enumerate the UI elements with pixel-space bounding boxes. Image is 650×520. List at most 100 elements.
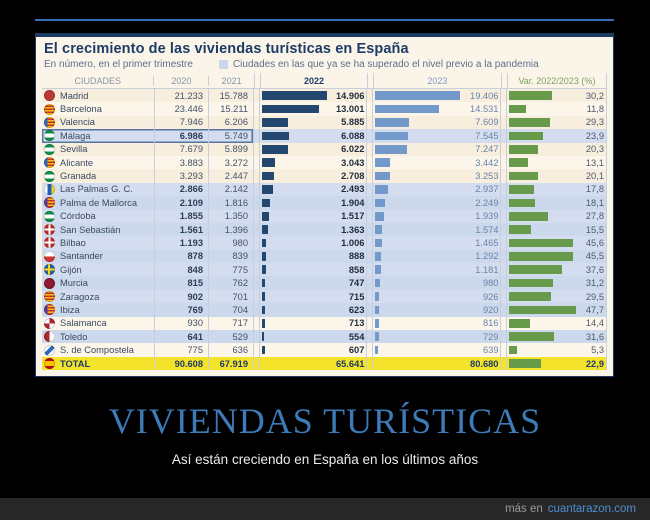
bar-2023 [375, 305, 380, 315]
table-row: Gijón 848 775 858 1.181 37,6 [42, 263, 607, 277]
panel-2022: 3.043 [259, 155, 368, 170]
city-name: Gijón [60, 264, 82, 275]
bar-track-2022 [262, 332, 327, 342]
bar-2022 [262, 185, 273, 194]
watermark-site-link[interactable]: cuantarazon.com [547, 503, 636, 515]
value-2021: 717 [208, 316, 253, 331]
legend-label: Ciudades en las que ya se ha superado el… [232, 59, 539, 70]
panel-2023: 920 [372, 303, 502, 317]
city-name: Alicante [60, 157, 94, 168]
table-row: Granada 3.293 2.447 2.708 3.253 20,1 [42, 169, 607, 183]
panel-2023: 80.680 [372, 356, 502, 371]
bar-2023 [375, 238, 382, 248]
row-left-group: Granada 3.293 2.447 [42, 169, 254, 183]
label-2023: 19.406 [470, 90, 499, 101]
value-2020: 2.109 [154, 196, 208, 210]
label-2023: 7.247 [475, 144, 499, 155]
bar-track-2022 [262, 118, 327, 127]
bar-variation [509, 359, 542, 368]
label-2022: 2.708 [341, 171, 365, 182]
panel-variation: 30,2 [506, 89, 607, 103]
watermark-bar: más en cuantarazon.com [0, 498, 650, 520]
value-2020: 1.561 [154, 222, 208, 237]
bar-variation [509, 265, 562, 275]
bar-2023 [375, 345, 379, 355]
label-2022: 14.906 [335, 90, 365, 101]
bar-2022 [262, 238, 267, 248]
bar-track-2022 [262, 185, 327, 194]
value-2021: 3.272 [208, 155, 253, 170]
panel-variation: 31,2 [506, 276, 607, 290]
table-row: Bilbao 1.193 980 1.006 1.465 45,6 [42, 236, 607, 250]
city-cell: Alicante [42, 156, 154, 169]
bar-track-variation [509, 198, 576, 208]
bar-track-2023 [375, 118, 460, 127]
city-flag-icon [44, 170, 55, 182]
panel-2022: 715 [259, 289, 368, 304]
table-row: Toledo 641 529 554 729 31,6 [42, 330, 607, 344]
bar-2023 [375, 131, 409, 141]
panel-2022: 6.088 [259, 129, 368, 143]
bar-variation [509, 278, 553, 288]
bar-variation [509, 345, 517, 355]
panel-2022: 65.641 [259, 356, 368, 371]
city-name: TOTAL [60, 358, 91, 369]
panel-2023: 3.442 [372, 155, 502, 170]
bar-track-variation [509, 131, 576, 141]
panel-2022: 6.022 [259, 142, 368, 156]
label-2022: 554 [348, 331, 365, 342]
label-2023: 926 [482, 291, 499, 302]
label-2022: 858 [348, 264, 365, 275]
bar-track-2023 [375, 359, 460, 368]
city-cell: Bilbao [42, 236, 154, 249]
panel-2022: 554 [259, 330, 368, 344]
bar-variation [509, 332, 554, 342]
city-flag-icon [44, 197, 55, 209]
bar-2022 [262, 91, 328, 100]
city-name: Sevilla [60, 144, 88, 155]
table-row: Córdoba 1.855 1.350 1.517 1.939 27,8 [42, 209, 607, 223]
label-2022: 888 [348, 251, 365, 262]
label-variation: 15,5 [585, 224, 604, 235]
panel-variation: 45,5 [506, 249, 607, 264]
bar-2023 [375, 292, 380, 301]
value-2020: 3.293 [154, 169, 208, 183]
bar-track-variation [509, 278, 576, 288]
value-2020: 1.855 [154, 209, 208, 223]
city-cell: San Sebastián [42, 223, 154, 236]
city-cell: Santander [42, 250, 154, 263]
label-2022: 6.022 [341, 144, 365, 155]
value-2021: 704 [208, 303, 253, 317]
header-2021: 2021 [208, 75, 254, 86]
panel-2023: 7.545 [372, 129, 502, 143]
panel-variation: 37,6 [506, 263, 607, 277]
bar-variation [509, 158, 528, 167]
table-row: TOTAL 90.608 67.919 65.641 80.680 22,9 [42, 356, 607, 371]
header-2020: 2020 [153, 75, 208, 86]
bar-track-variation [509, 359, 576, 368]
bar-track-2022 [262, 292, 327, 301]
header-2023: 2023 [373, 73, 502, 88]
bar-variation [509, 252, 573, 261]
bar-track-2022 [262, 305, 327, 315]
bar-track-2022 [262, 238, 327, 248]
bar-track-2022 [262, 211, 327, 221]
label-2022: 5.885 [341, 117, 365, 128]
panel-2022: 13.001 [259, 102, 368, 116]
row-left-group: Las Palmas G. C. 2.866 2.142 [42, 182, 254, 197]
label-variation: 11,8 [586, 104, 604, 115]
chart-title: El crecimiento de las viviendas turístic… [44, 41, 409, 57]
bar-variation [509, 225, 532, 234]
panel-2022: 747 [259, 276, 368, 290]
value-2020: 641 [154, 330, 208, 344]
label-variation: 22,9 [585, 358, 604, 369]
bar-track-2022 [262, 91, 328, 100]
label-2022: 623 [348, 304, 365, 315]
bar-variation [509, 118, 551, 127]
bar-track-variation [509, 252, 576, 261]
panel-2022: 2.708 [259, 169, 368, 183]
bar-track-variation [509, 171, 576, 181]
city-name: Santander [60, 251, 103, 262]
panel-2023: 1.465 [372, 236, 502, 250]
label-2022: 747 [348, 278, 365, 289]
